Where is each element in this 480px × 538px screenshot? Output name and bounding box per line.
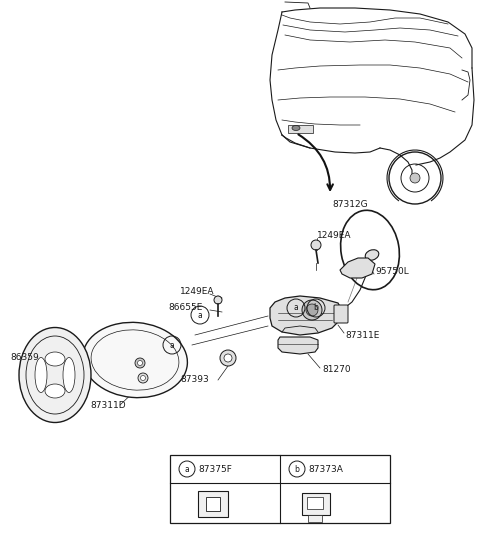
Bar (288, 125, 313, 133)
Ellipse shape (45, 384, 65, 398)
Circle shape (137, 360, 143, 365)
Text: a: a (169, 341, 174, 350)
Bar (308, 515, 322, 522)
Ellipse shape (292, 125, 300, 131)
Circle shape (311, 240, 321, 250)
Polygon shape (270, 296, 342, 335)
Bar (302, 493, 330, 515)
Text: a: a (185, 464, 190, 473)
Text: b: b (313, 303, 318, 313)
Bar (206, 497, 220, 511)
Circle shape (410, 173, 420, 183)
Ellipse shape (83, 322, 187, 398)
Text: 87375F: 87375F (198, 464, 232, 473)
Circle shape (302, 300, 322, 320)
Text: 87393: 87393 (180, 376, 209, 385)
Text: 87373A: 87373A (308, 464, 343, 473)
Polygon shape (340, 258, 375, 278)
Circle shape (138, 373, 148, 383)
Bar (170, 455, 390, 523)
Ellipse shape (35, 357, 47, 393)
Ellipse shape (365, 250, 379, 260)
Polygon shape (278, 337, 318, 354)
Ellipse shape (19, 328, 91, 422)
FancyBboxPatch shape (334, 305, 348, 323)
Circle shape (220, 350, 236, 366)
Text: 87311D: 87311D (90, 400, 126, 409)
Text: 86655E: 86655E (168, 303, 203, 313)
Ellipse shape (63, 357, 75, 393)
Text: 87312G: 87312G (332, 200, 368, 209)
Bar (198, 491, 228, 517)
Bar (307, 497, 323, 509)
Text: 87311E: 87311E (345, 330, 379, 339)
Text: a: a (294, 303, 299, 313)
Text: 95750L: 95750L (375, 267, 409, 277)
Circle shape (306, 304, 318, 316)
Text: b: b (295, 464, 300, 473)
Ellipse shape (45, 352, 65, 366)
Circle shape (141, 376, 145, 380)
Circle shape (214, 296, 222, 304)
Text: 1249EA: 1249EA (180, 287, 215, 296)
Text: 1249EA: 1249EA (317, 230, 351, 239)
Text: 81270: 81270 (322, 365, 350, 374)
Circle shape (135, 358, 145, 368)
Text: 86359: 86359 (10, 353, 39, 363)
Text: a: a (198, 310, 203, 320)
Circle shape (224, 354, 232, 362)
